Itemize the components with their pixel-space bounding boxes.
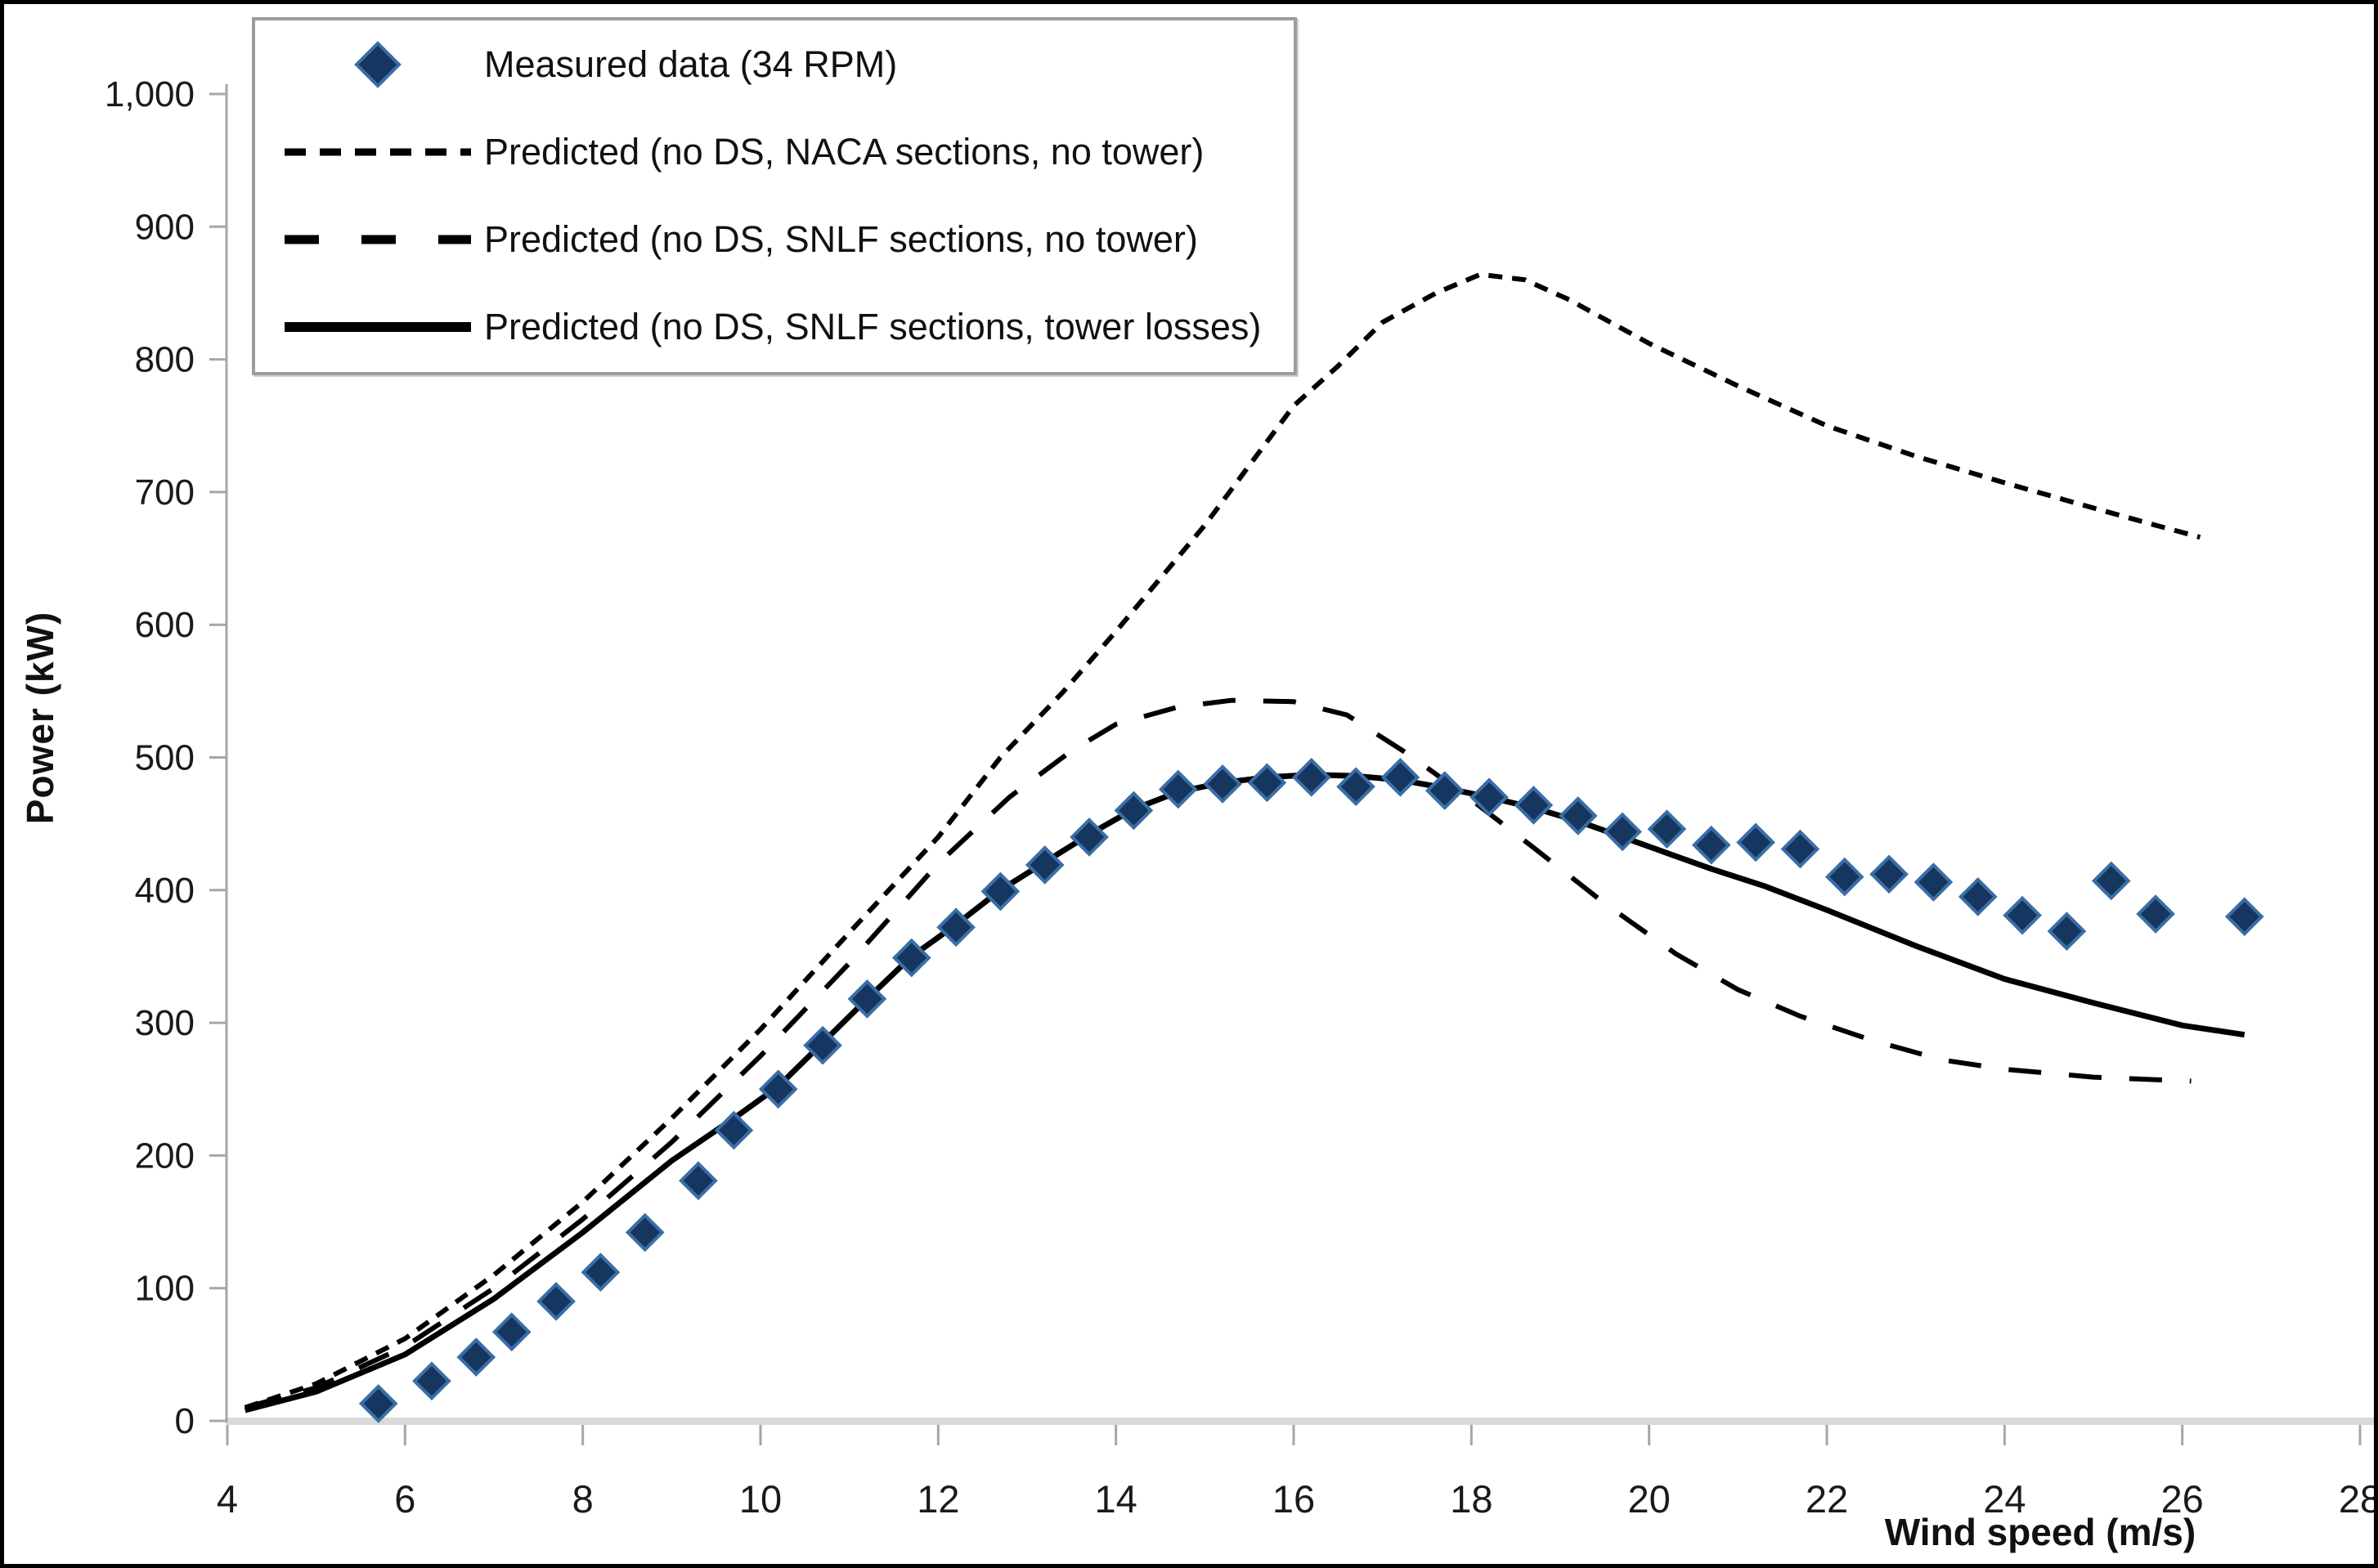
x-tick-label: 18: [1450, 1477, 1492, 1521]
measured-data-point: [1869, 854, 1909, 894]
measured-data-point: [625, 1212, 665, 1252]
legend-label: Measured data (34 RPM): [484, 43, 898, 85]
legend-label: Predicted (no DS, SNLF sections, no towe…: [484, 217, 1198, 260]
legend-box: Measured data (34 RPM) Predicted (no DS,…: [252, 17, 1297, 375]
short-dash-line-icon: [285, 148, 471, 155]
long-dash-line-icon: [285, 235, 471, 244]
x-tick-label: 6: [394, 1477, 415, 1521]
solid-line-icon: [285, 321, 471, 332]
measured-data-point: [1158, 769, 1198, 809]
legend-item-snlf-tower: Predicted (no DS, SNLF sections, tower l…: [255, 283, 1294, 370]
measured-data-point: [936, 907, 976, 948]
x-tick-label: 10: [739, 1477, 782, 1521]
measured-data-point: [1603, 812, 1642, 852]
x-tick-label: 14: [1095, 1477, 1137, 1521]
measured-data-point: [1291, 758, 1331, 797]
y-tick-label: 500: [135, 738, 195, 778]
measured-data-point: [456, 1337, 496, 1377]
y-tick-label: 300: [135, 1003, 195, 1043]
x-tick-label: 22: [1806, 1477, 1848, 1521]
y-tick-label: 800: [135, 340, 195, 380]
measured-data-point: [1514, 786, 1554, 825]
measured-data-point: [1425, 771, 1465, 810]
x-tick-label: 12: [917, 1477, 959, 1521]
y-tick-label: 0: [175, 1401, 195, 1441]
x-tick-label: 20: [1628, 1477, 1671, 1521]
measured-data-point: [2091, 861, 2131, 901]
measured-data-point: [1736, 822, 1775, 862]
y-axis-title: Power (kW): [19, 611, 61, 825]
measured-data-point: [679, 1161, 718, 1201]
measured-data-point: [980, 871, 1021, 912]
x-tick-label: 24: [1983, 1477, 2026, 1521]
x-axis-line: [226, 1418, 2374, 1425]
measured-data-point: [1780, 829, 1820, 869]
measured-data-point: [1336, 767, 1375, 807]
legend-item-snlf-notower: Predicted (no DS, SNLF sections, no towe…: [255, 195, 1294, 283]
series-long-dash: [244, 697, 2192, 1410]
legend-item-measured: Measured data (34 RPM): [255, 20, 1294, 108]
measured-data-point: [1824, 857, 1864, 897]
measured-data-point: [358, 1384, 398, 1423]
measured-data-point: [2003, 895, 2042, 935]
measured-data-point: [758, 1069, 798, 1109]
measured-data-point: [1958, 877, 1998, 916]
measured-data-point: [714, 1110, 754, 1150]
measured-data-point: [1691, 825, 1731, 865]
x-tick-label: 8: [572, 1477, 594, 1521]
x-tick-label: 28: [2339, 1477, 2378, 1521]
measured-data-point: [2224, 897, 2264, 937]
measured-data-point: [1025, 845, 1065, 885]
y-tick-label: 100: [135, 1269, 195, 1309]
measured-data-point: [1380, 758, 1420, 797]
x-axis-title: Wind speed (m/s): [1884, 1511, 2196, 1553]
x-tick-label: 26: [2161, 1477, 2204, 1521]
legend-label: Predicted (no DS, SNLF sections, tower l…: [484, 305, 1262, 347]
legend-label: Predicted (no DS, NACA sections, no towe…: [484, 130, 1205, 172]
legend-item-naca: Predicted (no DS, NACA sections, no towe…: [255, 108, 1294, 195]
y-tick-label: 600: [135, 605, 195, 645]
measured-data-point: [2136, 894, 2175, 934]
chart-plot-area: 0 100 200 300 400 500 600 700 800 900 1,000 4 6 8 10 12…: [105, 74, 2378, 1521]
measured-data-point: [891, 938, 931, 978]
measured-data-point: [1203, 764, 1242, 804]
diamond-marker-icon: [354, 40, 402, 88]
x-tick-label: 4: [217, 1477, 238, 1521]
measured-data-point: [2047, 912, 2087, 951]
measured-data-point: [581, 1252, 621, 1292]
measured-data-point: [1914, 862, 1954, 902]
measured-data-point: [1070, 818, 1109, 857]
measured-data-point: [1247, 763, 1287, 803]
y-tick-label: 400: [135, 871, 195, 911]
y-tick-label: 900: [135, 207, 195, 247]
x-tick-label: 16: [1272, 1477, 1315, 1521]
y-tick-label: 1,000: [105, 74, 195, 114]
measured-data-point: [1647, 809, 1687, 849]
measured-data-point: [847, 979, 887, 1019]
measured-data-point: [536, 1282, 576, 1321]
y-tick-label: 200: [135, 1136, 195, 1176]
y-tick-label: 700: [135, 473, 195, 513]
measured-data-point: [1469, 777, 1509, 818]
measured-data-point: [491, 1312, 532, 1352]
series-short-dash: [244, 271, 2201, 1410]
measured-data-point: [412, 1361, 451, 1401]
series-solid: [244, 772, 2246, 1413]
measured-data-point: [1558, 796, 1598, 836]
measured-data-point: [1114, 791, 1154, 831]
measured-data-point: [803, 1025, 842, 1065]
